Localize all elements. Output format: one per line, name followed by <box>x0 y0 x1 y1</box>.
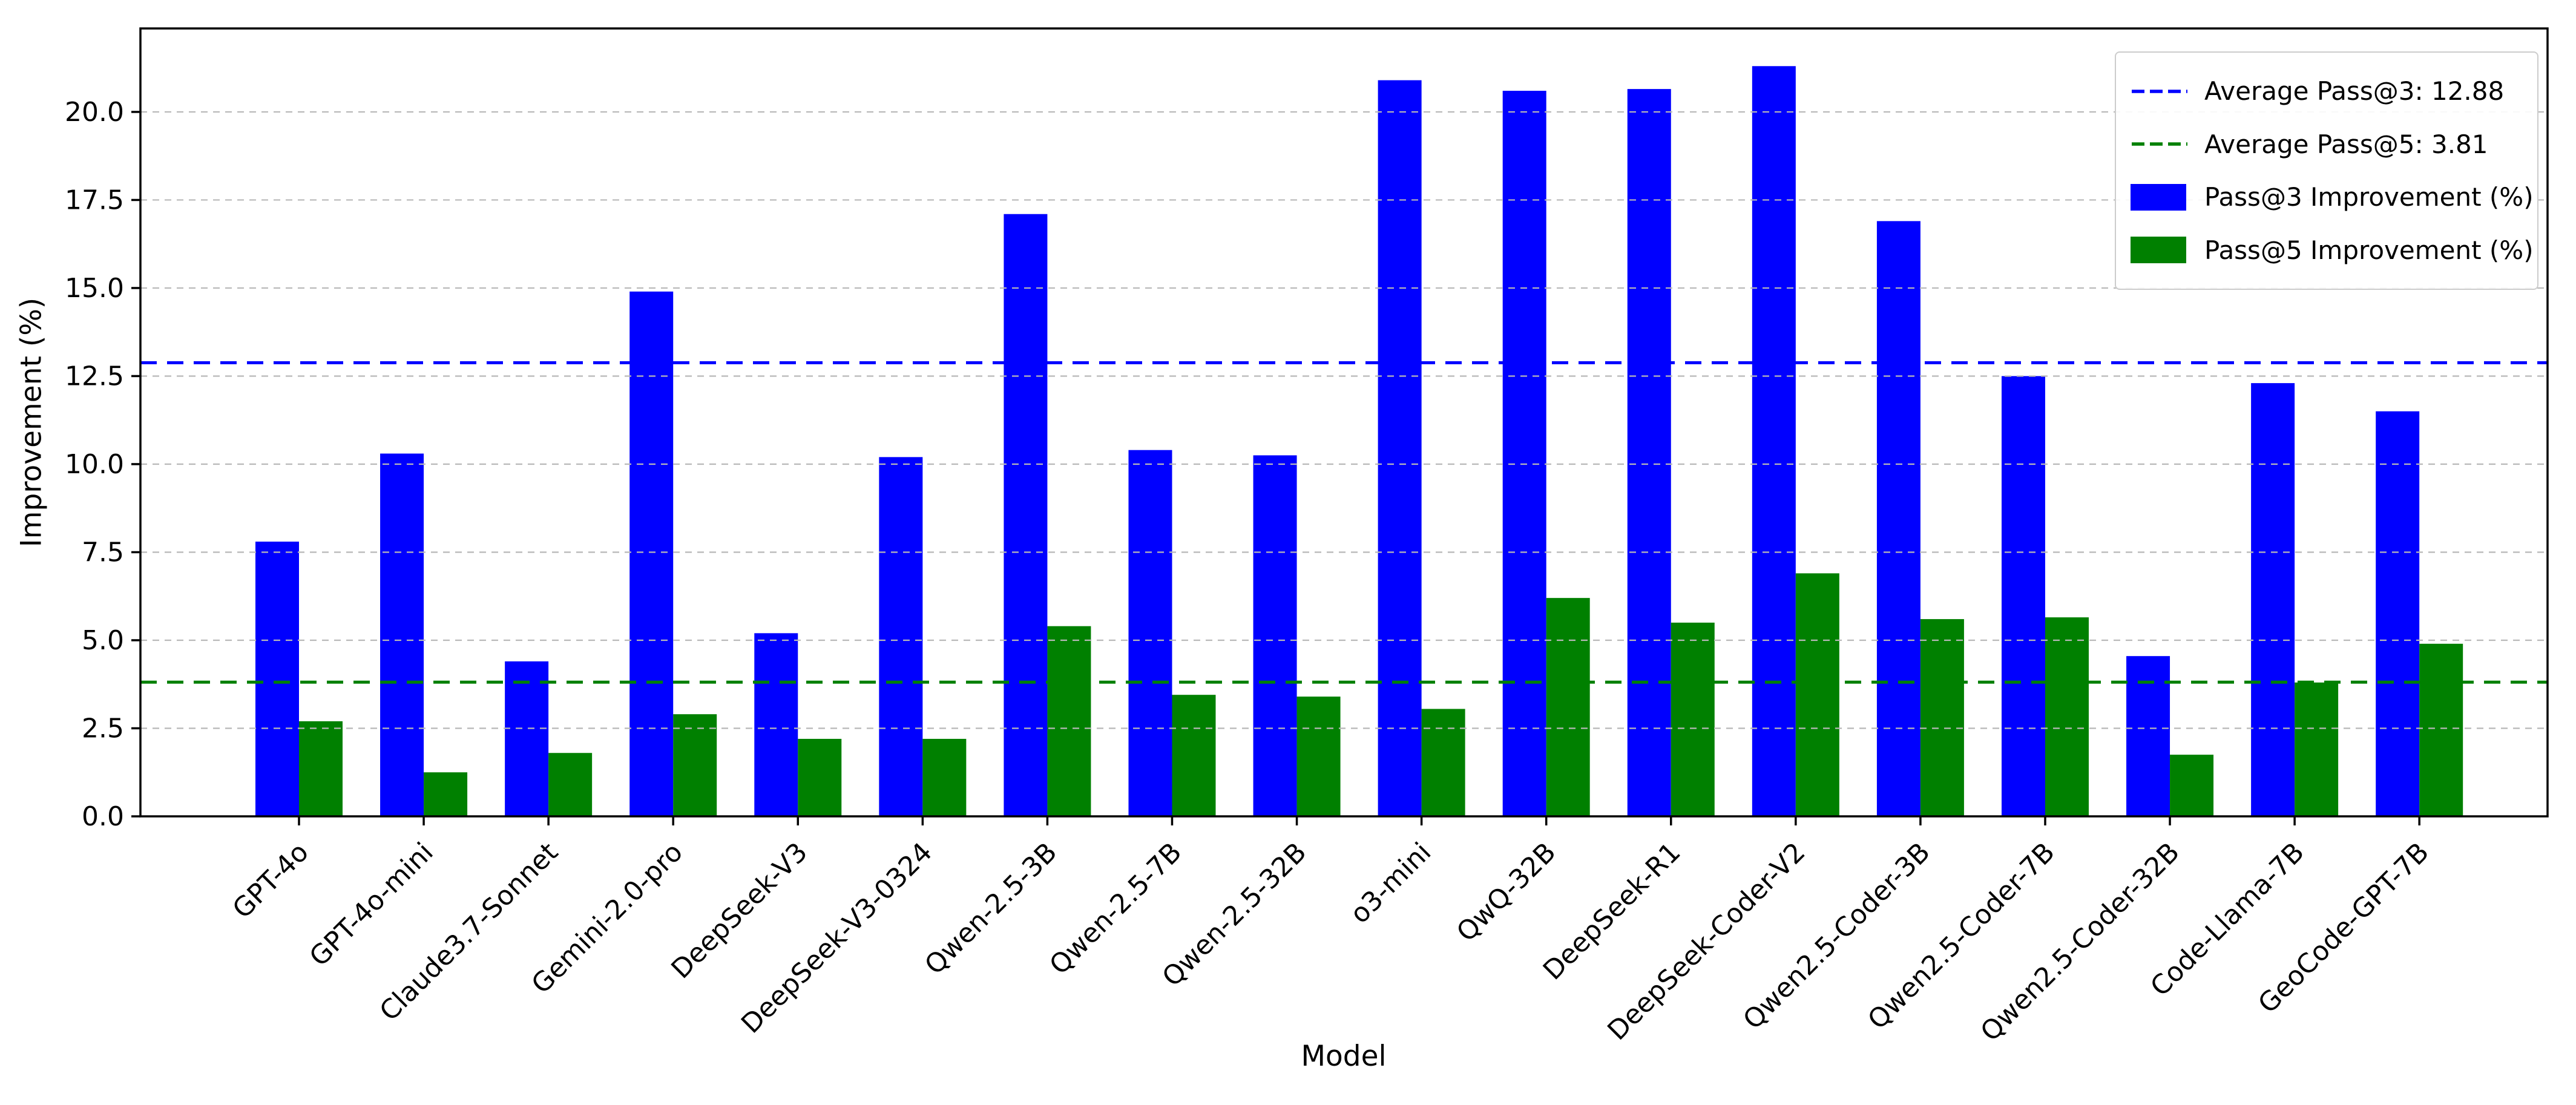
pass5-bar-Qwen-2.5-32B <box>1296 697 1341 816</box>
legend-label: Pass@5 Improvement (%) <box>2204 235 2534 265</box>
y-axis-ticks: 0.0 2.5 5.0 7.5 10.0 12.5 15.0 17.5 20.0 <box>65 97 140 832</box>
pass3-bar-GPT-4o-mini <box>380 453 424 816</box>
pass5-bar-GPT-4o-mini <box>424 772 468 816</box>
legend-item-pass5: Pass@5 Improvement (%) <box>2131 225 2534 275</box>
pass3-bar-Gemini-2.0-pro <box>629 291 674 817</box>
pass5-bar-DeepSeek-V3 <box>798 738 842 816</box>
x-tick-label-o3-mini: o3-mini <box>1344 837 1437 930</box>
pass3-bar-Claude3.7-Sonnet <box>505 661 549 816</box>
pass3-bar-DeepSeek-Coder-V2 <box>1752 66 1796 817</box>
y-tick-label: 20.0 <box>65 97 124 128</box>
pass5-bar-Qwen2.5-Coder-3B <box>1920 619 1964 816</box>
pass5-bar-DeepSeek-R1 <box>1671 622 1715 816</box>
y-tick-label: 0.0 <box>82 801 124 832</box>
pass5-bar-Qwen-2.5-7B <box>1172 695 1216 816</box>
legend-item-avg-pass3: Average Pass@3: 12.88 <box>2131 66 2523 117</box>
pass5-bar-o3-mini <box>1421 709 1465 816</box>
pass3-bar-QwQ-32B <box>1502 91 1546 816</box>
pass5-bar-DeepSeek-Coder-V2 <box>1795 573 1839 816</box>
pass5-bar-GeoCode-GPT-7B <box>2419 643 2463 816</box>
pass3-bar-Qwen2.5-Coder-7B <box>2001 376 2045 816</box>
pass5-bar-DeepSeek-V3-0324 <box>922 738 967 816</box>
plot-frame <box>139 27 2549 818</box>
y-tick-label: 5.0 <box>82 625 124 656</box>
pass3-bar-DeepSeek-V3 <box>754 633 798 816</box>
y-tick-label: 17.5 <box>65 185 124 215</box>
legend-item-avg-pass5: Average Pass@5: 3.81 <box>2131 119 2523 169</box>
x-axis-ticks: GPT-4oGPT-4o-miniClaude3.7-SonnetGemini-… <box>227 816 2435 1048</box>
y-tick-label: 12.5 <box>65 361 124 392</box>
x-axis-label: Model <box>1301 1040 1387 1073</box>
pass3-bar-o3-mini <box>1378 80 1422 816</box>
x-tick-label-Qwen-2.5-3B: Qwen-2.5-3B <box>919 837 1063 981</box>
pass5-bar-QwQ-32B <box>1546 598 1590 816</box>
x-tick-label-Qwen2.5-Coder-32B: Qwen2.5-Coder-32B <box>1975 837 2186 1048</box>
dashed-line-blue-icon <box>2131 88 2189 95</box>
pass3-bar-Qwen-2.5-32B <box>1253 455 1297 816</box>
legend: Average Pass@3: 12.88 Average Pass@5: 3.… <box>2115 51 2538 290</box>
gridlines <box>140 111 2548 729</box>
pass5-bar-Code-Llama-7B <box>2295 682 2339 816</box>
y-tick-label: 2.5 <box>82 713 124 744</box>
y-axis-label: Improvement (%) <box>15 297 48 548</box>
legend-label: Average Pass@5: 3.81 <box>2204 129 2488 159</box>
legend-item-pass3: Pass@3 Improvement (%) <box>2131 172 2534 223</box>
pass5-bar-Qwen2.5-Coder-7B <box>2045 617 2089 816</box>
pass3-bar-Qwen2.5-Coder-3B <box>1876 221 1920 817</box>
pass5-bar-Qwen-2.5-3B <box>1047 626 1091 816</box>
x-tick-label-GPT-4o-mini: GPT-4o-mini <box>304 837 439 972</box>
dashed-line-green-icon <box>2131 140 2189 148</box>
pass5-bar-GPT-4o <box>299 721 343 816</box>
x-tick-label-GPT-4o: GPT-4o <box>227 837 315 925</box>
y-tick-label: 7.5 <box>82 537 124 568</box>
bars-layer <box>255 66 2463 817</box>
x-tick-label-Qwen-2.5-7B: Qwen-2.5-7B <box>1043 837 1188 981</box>
pass3-bar-GPT-4o <box>255 542 299 816</box>
pass3-bar-DeepSeek-V3-0324 <box>879 457 923 816</box>
pass5-bar-Claude3.7-Sonnet <box>548 753 593 816</box>
x-tick-label-QwQ-32B: QwQ-32B <box>1451 837 1562 948</box>
blue-swatch-icon <box>2131 183 2189 211</box>
pass3-bar-DeepSeek-R1 <box>1627 89 1671 816</box>
y-tick-label: 10.0 <box>65 449 124 480</box>
pass3-bar-Qwen-2.5-3B <box>1004 214 1048 816</box>
green-swatch-icon <box>2131 237 2189 264</box>
pass3-bar-Code-Llama-7B <box>2251 383 2295 816</box>
legend-label: Pass@3 Improvement (%) <box>2204 182 2534 212</box>
pass3-bar-GeoCode-GPT-7B <box>2376 411 2420 816</box>
pass5-bar-Qwen2.5-Coder-32B <box>2170 755 2214 816</box>
pass3-bar-Qwen2.5-Coder-32B <box>2126 656 2170 816</box>
y-tick-label: 15.0 <box>65 273 124 304</box>
pass5-bar-Gemini-2.0-pro <box>673 714 717 816</box>
legend-label: Average Pass@3: 12.88 <box>2204 76 2505 107</box>
pass3-bar-Qwen-2.5-7B <box>1128 450 1172 816</box>
